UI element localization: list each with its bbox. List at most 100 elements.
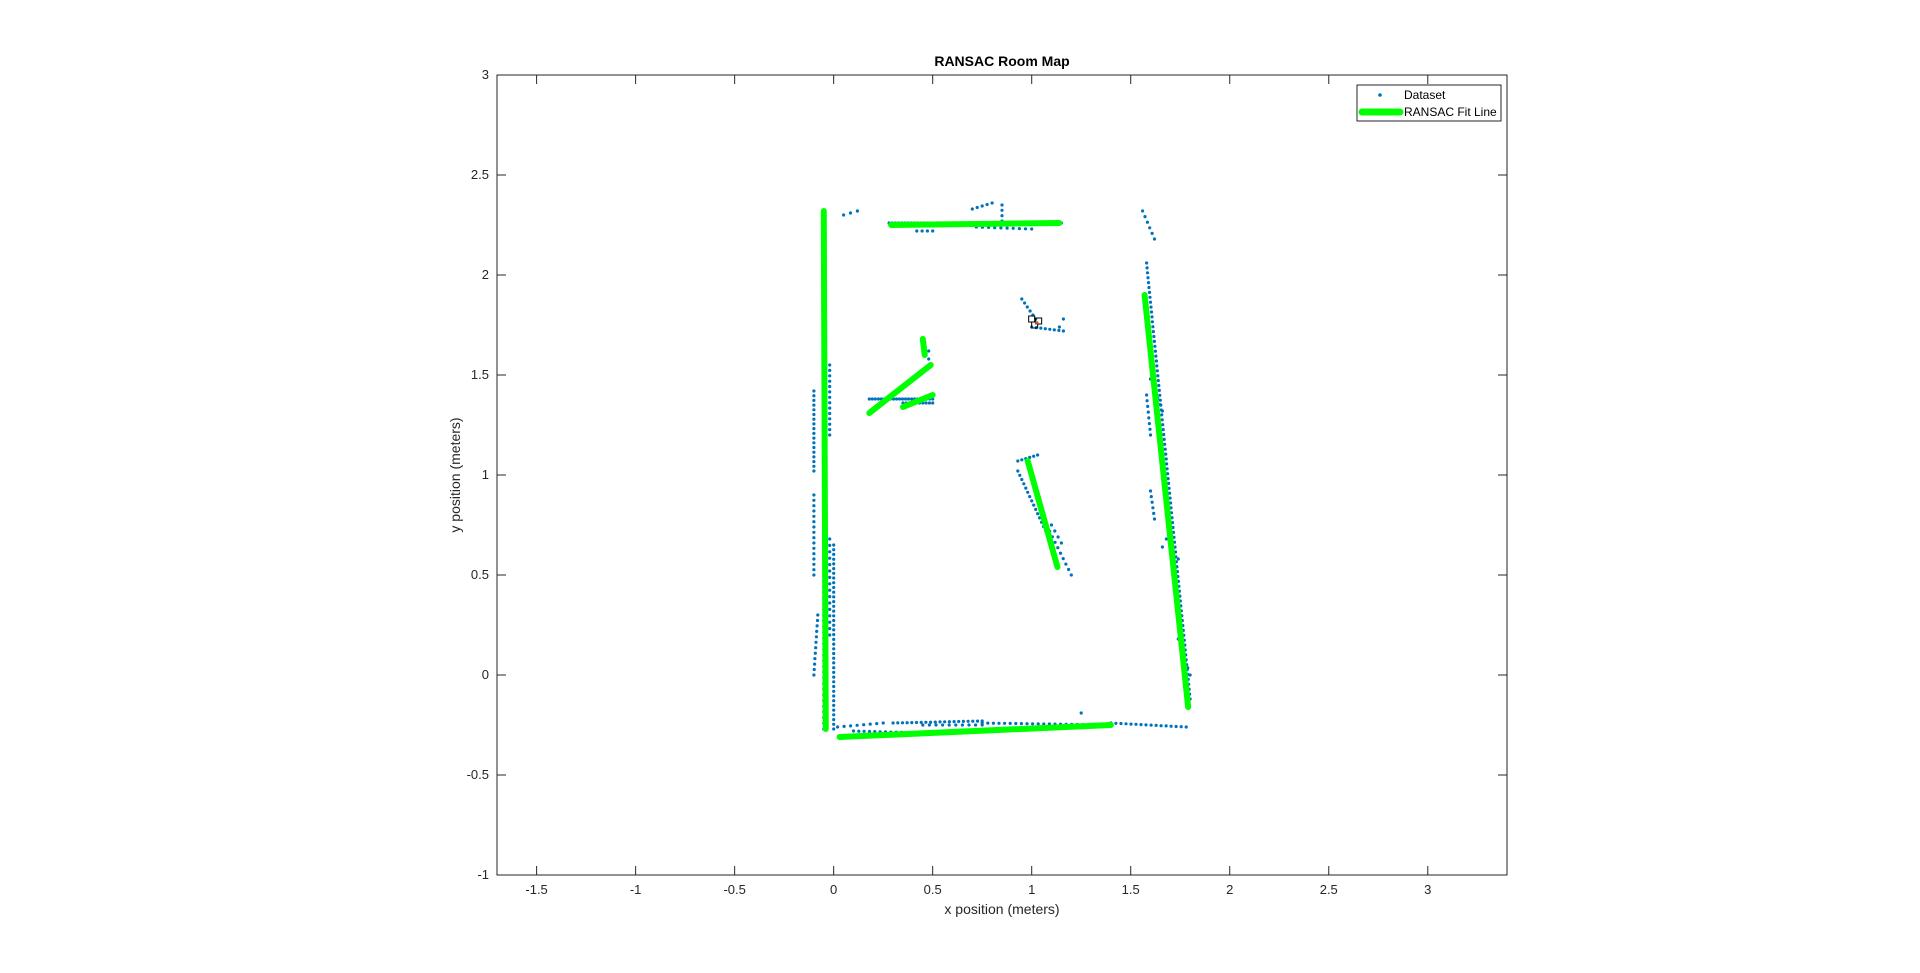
data-point <box>1164 537 1168 541</box>
data-point <box>938 720 942 724</box>
data-point <box>1057 325 1061 329</box>
data-point <box>1164 724 1168 728</box>
data-point <box>832 604 836 608</box>
data-point <box>868 722 872 726</box>
data-point <box>1157 388 1161 392</box>
data-point <box>1031 722 1035 726</box>
data-point <box>814 635 819 639</box>
data-point <box>832 708 836 712</box>
data-point <box>832 614 836 618</box>
data-point <box>1052 328 1056 332</box>
data-point <box>828 607 832 612</box>
data-point <box>849 724 853 728</box>
robot-marker <box>1028 315 1043 329</box>
data-point <box>812 493 816 497</box>
data-point <box>812 427 816 431</box>
data-point <box>828 550 832 554</box>
data-point <box>1167 481 1171 485</box>
data-point <box>1161 423 1165 427</box>
data-point <box>1018 473 1022 477</box>
robot-center-dot <box>1035 321 1039 325</box>
data-point <box>832 642 836 646</box>
data-point <box>828 384 832 389</box>
data-point <box>931 401 935 405</box>
data-point <box>1147 285 1151 290</box>
data-point <box>812 557 816 561</box>
data-point <box>897 397 902 401</box>
data-point <box>812 464 816 468</box>
data-point <box>828 633 832 637</box>
data-point <box>924 720 928 724</box>
data-point <box>832 651 836 656</box>
data-point <box>1156 379 1160 383</box>
data-point <box>905 721 909 725</box>
data-point <box>828 363 832 367</box>
data-point <box>1039 326 1043 330</box>
data-point <box>828 543 832 548</box>
data-point <box>832 633 836 637</box>
data-point <box>990 201 994 205</box>
data-point <box>927 401 932 405</box>
data-point <box>999 226 1003 230</box>
data-point <box>1017 227 1022 231</box>
data-point <box>1149 495 1153 499</box>
data-point <box>1169 501 1173 505</box>
data-point <box>876 397 881 401</box>
data-point <box>832 699 836 703</box>
data-point <box>1147 416 1151 420</box>
data-point <box>832 600 836 604</box>
data-point <box>832 680 836 684</box>
data-point <box>1028 309 1032 313</box>
data-point <box>813 651 817 655</box>
data-point <box>828 379 832 383</box>
data-point <box>1150 231 1154 235</box>
data-point <box>1165 462 1169 466</box>
x-tick-label: -1 <box>630 882 642 897</box>
data-point <box>870 397 874 401</box>
x-axis-ticks: -1.5 -1 -0.5 0 0.5 1 1.5 2 2.5 3 <box>525 75 1431 897</box>
ransac-fit-line <box>820 208 829 732</box>
data-point <box>980 204 984 208</box>
data-point <box>812 408 816 412</box>
data-point <box>974 723 978 727</box>
y-tick-label: 1.5 <box>471 367 489 382</box>
data-point <box>1061 329 1065 333</box>
data-point <box>1036 722 1040 726</box>
data-point <box>1056 546 1060 550</box>
data-point <box>1155 369 1159 373</box>
data-point <box>927 357 931 361</box>
data-point <box>1000 203 1004 207</box>
data-point <box>828 614 832 618</box>
data-point <box>1146 410 1150 414</box>
data-point <box>1169 724 1173 728</box>
data-point <box>966 719 970 723</box>
data-point <box>1000 208 1004 212</box>
data-point <box>920 229 924 233</box>
data-point <box>842 724 846 729</box>
data-point <box>832 576 836 580</box>
data-point <box>1150 320 1154 324</box>
data-point <box>947 720 952 724</box>
data-point <box>812 389 816 393</box>
data-point <box>1152 334 1156 339</box>
data-point <box>812 398 816 402</box>
y-tick-label: 0.5 <box>471 567 489 582</box>
data-point <box>1048 327 1052 331</box>
data-point <box>862 729 866 733</box>
data-point <box>1150 500 1154 504</box>
data-point <box>914 720 919 725</box>
data-point <box>832 609 836 613</box>
data-point <box>828 406 832 410</box>
data-point <box>828 569 832 573</box>
data-point <box>828 556 832 560</box>
data-point <box>816 613 820 617</box>
data-point <box>828 368 832 372</box>
data-point <box>1056 535 1060 539</box>
data-point <box>873 730 877 734</box>
data-point <box>832 628 836 632</box>
data-point <box>812 469 816 473</box>
data-point <box>1049 523 1054 527</box>
data-point <box>1151 325 1155 329</box>
data-point <box>1153 349 1157 353</box>
data-point <box>985 202 989 207</box>
